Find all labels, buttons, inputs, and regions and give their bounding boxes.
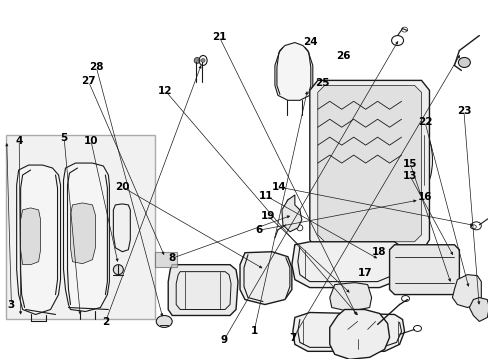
Polygon shape xyxy=(468,298,488,321)
Polygon shape xyxy=(389,245,458,294)
Text: 23: 23 xyxy=(456,106,470,116)
Text: 6: 6 xyxy=(255,225,262,235)
Text: 7: 7 xyxy=(289,333,296,343)
Polygon shape xyxy=(240,252,291,305)
Text: 4: 4 xyxy=(16,136,23,145)
Polygon shape xyxy=(451,275,480,307)
Polygon shape xyxy=(168,265,238,315)
Ellipse shape xyxy=(113,265,123,275)
Ellipse shape xyxy=(36,192,41,198)
Ellipse shape xyxy=(339,320,375,348)
Text: 20: 20 xyxy=(115,182,130,192)
Text: 11: 11 xyxy=(259,191,273,201)
Text: 21: 21 xyxy=(211,32,226,41)
Polygon shape xyxy=(291,242,404,288)
Ellipse shape xyxy=(156,315,172,328)
Ellipse shape xyxy=(429,280,436,284)
Ellipse shape xyxy=(87,170,93,176)
Text: 2: 2 xyxy=(102,317,109,327)
Ellipse shape xyxy=(414,280,420,284)
Text: 24: 24 xyxy=(303,37,317,47)
Text: 18: 18 xyxy=(370,247,385,257)
Text: 15: 15 xyxy=(402,159,417,169)
Polygon shape xyxy=(274,42,312,100)
Polygon shape xyxy=(281,195,301,232)
Text: 13: 13 xyxy=(402,171,417,181)
Polygon shape xyxy=(63,163,109,311)
Bar xyxy=(6,135,155,319)
Polygon shape xyxy=(329,283,371,311)
Text: 5: 5 xyxy=(61,133,67,143)
Polygon shape xyxy=(329,310,389,359)
Text: 10: 10 xyxy=(83,136,98,145)
Ellipse shape xyxy=(201,58,204,62)
Text: 22: 22 xyxy=(417,117,431,127)
Text: 19: 19 xyxy=(260,211,275,221)
Text: 12: 12 xyxy=(158,86,172,96)
Ellipse shape xyxy=(457,58,469,67)
Polygon shape xyxy=(292,312,404,351)
Polygon shape xyxy=(309,80,428,248)
Text: 27: 27 xyxy=(81,76,96,86)
Polygon shape xyxy=(317,85,421,242)
Text: 26: 26 xyxy=(335,51,349,61)
Polygon shape xyxy=(20,208,41,265)
Bar xyxy=(155,252,177,267)
Text: 3: 3 xyxy=(8,300,15,310)
Text: 28: 28 xyxy=(89,62,103,72)
Text: 8: 8 xyxy=(168,253,176,263)
Polygon shape xyxy=(113,204,130,252)
Text: 14: 14 xyxy=(272,182,286,192)
Polygon shape xyxy=(70,203,95,264)
Ellipse shape xyxy=(87,190,93,196)
Ellipse shape xyxy=(36,172,41,178)
Text: 16: 16 xyxy=(417,192,431,202)
Ellipse shape xyxy=(398,280,404,284)
Text: 1: 1 xyxy=(250,325,257,336)
Text: 9: 9 xyxy=(220,335,227,345)
Polygon shape xyxy=(17,165,61,315)
Text: 25: 25 xyxy=(315,78,329,88)
Ellipse shape xyxy=(194,58,200,63)
Text: 17: 17 xyxy=(357,268,372,278)
